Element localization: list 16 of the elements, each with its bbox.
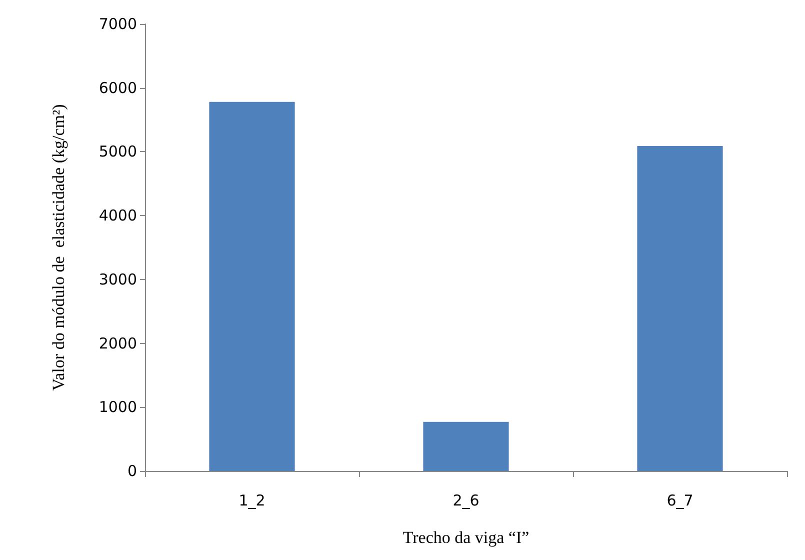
y-tick-label: 0: [127, 462, 137, 480]
x-axis-title: Trecho da viga “I”: [402, 528, 530, 547]
y-tick-label: 7000: [98, 15, 137, 33]
x-tick-label: 6_7: [666, 492, 694, 510]
y-tick-label: 2000: [98, 334, 137, 352]
x-tick-label: 1_2: [238, 492, 266, 510]
bar: [423, 422, 509, 471]
x-tick-label: 2_6: [452, 492, 480, 510]
y-axis-title: Valor do módulo de elasticidade (kg/cm²): [49, 104, 68, 391]
bar: [637, 146, 723, 471]
y-tick-label: 4000: [98, 206, 137, 225]
bar: [209, 102, 295, 471]
y-tick-label: 1000: [98, 398, 137, 416]
y-tick-label: 6000: [98, 78, 137, 97]
y-tick-label: 3000: [98, 270, 137, 288]
y-tick-label: 5000: [98, 142, 137, 161]
